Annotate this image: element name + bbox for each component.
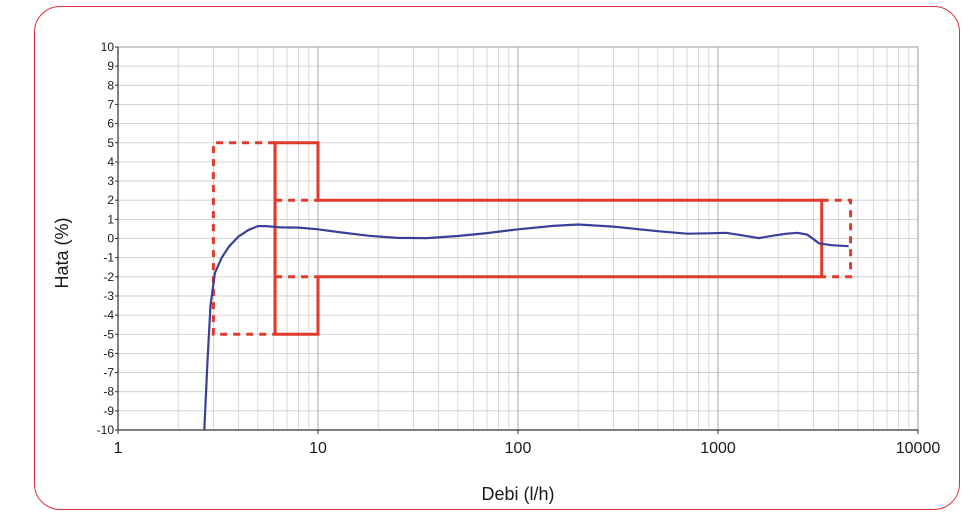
- y-tick-label: 0: [107, 232, 114, 246]
- y-tick-label: -9: [103, 404, 114, 418]
- y-tick-label: -3: [103, 289, 114, 303]
- y-tick-label: -5: [103, 327, 114, 341]
- x-tick-label: 10000: [896, 440, 941, 457]
- x-tick-label: 10: [309, 440, 327, 457]
- y-tick-label: -6: [103, 346, 114, 360]
- y-tick-label: 5: [107, 136, 114, 150]
- y-tick-label: -4: [103, 308, 114, 322]
- y-tick-label: -8: [103, 385, 114, 399]
- limit-dashed-line: [211, 141, 276, 336]
- y-tick-label: 8: [107, 78, 114, 92]
- y-tick-label: 7: [107, 97, 114, 111]
- x-axis-label: Debi (l/h): [481, 484, 554, 504]
- x-tick-label: 1000: [700, 440, 736, 457]
- y-tick-label: -1: [103, 251, 114, 265]
- y-tick-label: -2: [103, 270, 114, 284]
- error-curve-line: [203, 223, 849, 431]
- x-tick-labels: 1 10 100 1000 10000: [114, 430, 941, 457]
- y-tick-label: 3: [107, 174, 114, 188]
- y-tick-label: 2: [107, 193, 114, 207]
- y-tick-label: 10: [101, 40, 115, 54]
- y-tick-label: 4: [107, 155, 114, 169]
- y-tick-label: -7: [103, 366, 114, 380]
- y-axis-label: Hata (%): [52, 217, 72, 288]
- x-tick-label: 100: [505, 440, 532, 457]
- y-tick-label: -10: [97, 423, 115, 437]
- x-tick-label: 1: [114, 440, 123, 457]
- y-tick-label: 6: [107, 117, 114, 131]
- limit-dashed-line: [821, 198, 853, 279]
- y-tick-label: 1: [107, 212, 114, 226]
- y-tick-label: 9: [107, 59, 114, 73]
- series-lines: [203, 141, 853, 431]
